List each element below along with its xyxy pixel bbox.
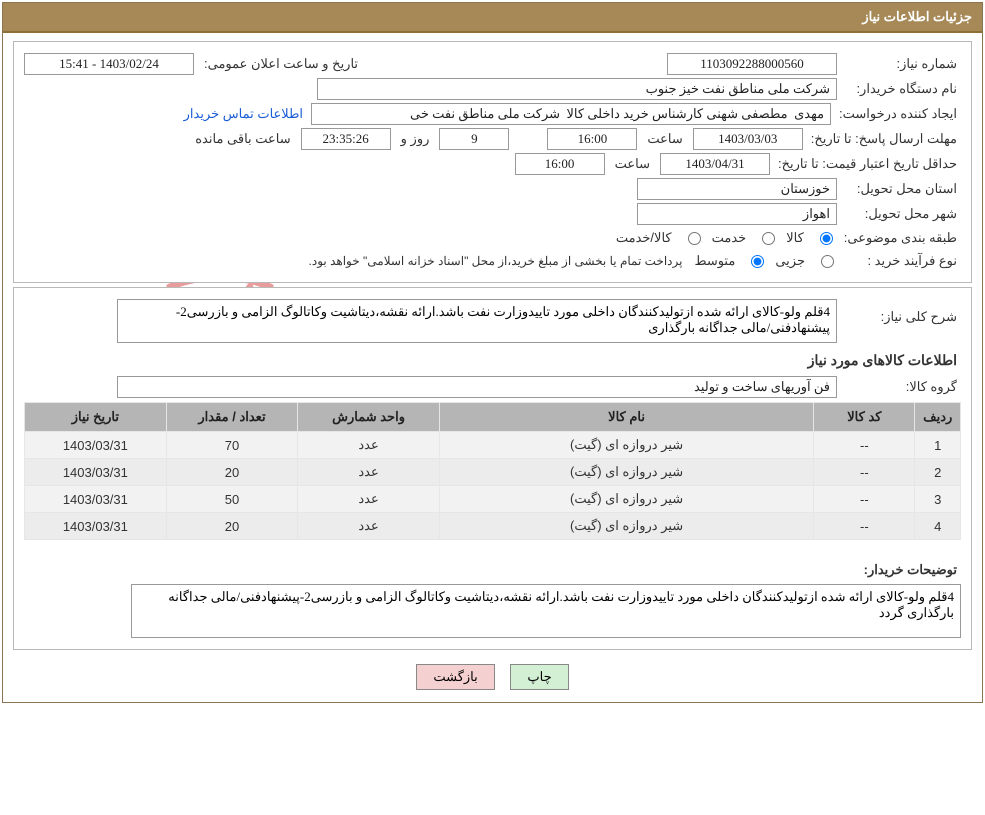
goods-table: ردیف کد کالا نام کالا واحد شمارش تعداد /…	[24, 402, 961, 540]
goods-panel: شرح کلی نیاز: اطلاعات کالاهای مورد نیاز …	[13, 287, 972, 650]
th-qty: تعداد / مقدار	[166, 403, 298, 432]
radio-partial[interactable]	[821, 255, 834, 268]
page-title: جزئیات اطلاعات نیاز	[862, 9, 972, 24]
radio-goods-service[interactable]	[688, 232, 701, 245]
radio-medium[interactable]	[751, 255, 764, 268]
deadline-time-field	[547, 128, 637, 150]
price-validity-date-field	[660, 153, 770, 175]
delivery-province-field	[637, 178, 837, 200]
deadline-label: مهلت ارسال پاسخ: تا تاریخ:	[807, 129, 961, 149]
table-row: 1--شیر دروازه ای (گیت)عدد701403/03/31	[25, 432, 961, 459]
cell-idx: 1	[915, 432, 961, 459]
cell-unit: عدد	[298, 432, 440, 459]
cell-qty: 50	[166, 486, 298, 513]
radio-service-label: خدمت	[708, 230, 757, 246]
cell-qty: 20	[166, 459, 298, 486]
general-desc-label: شرح کلی نیاز:	[841, 299, 961, 327]
table-row: 4--شیر دروازه ای (گیت)عدد201403/03/31	[25, 513, 961, 540]
cell-idx: 4	[915, 513, 961, 540]
cell-date: 1403/03/31	[25, 432, 167, 459]
table-row: 3--شیر دروازه ای (گیت)عدد501403/03/31	[25, 486, 961, 513]
radio-service[interactable]	[762, 232, 775, 245]
back-button[interactable]: بازگشت	[416, 664, 494, 690]
delivery-city-field	[637, 203, 837, 225]
purchase-note: پرداخت تمام یا بخشی از مبلغ خرید،از محل …	[305, 254, 687, 268]
cell-qty: 70	[166, 432, 298, 459]
radio-partial-label: جزیی	[771, 253, 815, 269]
purchase-process-label: نوع فرآیند خرید :	[841, 251, 961, 271]
main-container: جزئیات اطلاعات نیاز شماره نیاز: تاریخ و …	[2, 2, 983, 703]
cell-date: 1403/03/31	[25, 486, 167, 513]
time-label-2: ساعت	[609, 154, 656, 174]
cell-code: --	[814, 459, 915, 486]
th-unit: واحد شمارش	[298, 403, 440, 432]
cell-name: شیر دروازه ای (گیت)	[439, 513, 813, 540]
cell-name: شیر دروازه ای (گیت)	[439, 486, 813, 513]
price-validity-time-field	[515, 153, 605, 175]
button-row: چاپ بازگشت	[3, 654, 982, 694]
th-date: تاریخ نیاز	[25, 403, 167, 432]
time-label-1: ساعت	[641, 129, 688, 149]
buyer-contact-link[interactable]: اطلاعات تماس خریدار	[180, 106, 307, 122]
goods-group-field	[117, 376, 837, 398]
requester-field	[311, 103, 831, 125]
cell-name: شیر دروازه ای (گیت)	[439, 459, 813, 486]
price-validity-label: حداقل تاریخ اعتبار قیمت: تا تاریخ:	[774, 154, 961, 174]
pub-datetime-field	[24, 53, 194, 75]
table-row: 2--شیر دروازه ای (گیت)عدد201403/03/31	[25, 459, 961, 486]
goods-info-title: اطلاعات کالاهای مورد نیاز	[24, 346, 961, 373]
radio-goods-label: کالا	[782, 230, 814, 246]
th-name: نام کالا	[439, 403, 813, 432]
deadline-date-field	[693, 128, 803, 150]
countdown-field	[301, 128, 391, 150]
pub-datetime-label: تاریخ و ساعت اعلان عمومی:	[198, 54, 364, 74]
days-and-label: روز و	[395, 129, 436, 149]
purchase-process-radios: جزیی متوسط	[690, 253, 837, 269]
cell-name: شیر دروازه ای (گیت)	[439, 432, 813, 459]
cell-date: 1403/03/31	[25, 459, 167, 486]
radio-goods-service-label: کالا/خدمت	[612, 230, 682, 246]
general-desc-field	[117, 299, 837, 343]
goods-group-label: گروه کالا:	[841, 377, 961, 397]
cell-qty: 20	[166, 513, 298, 540]
cell-code: --	[814, 432, 915, 459]
delivery-province-label: استان محل تحویل:	[841, 179, 961, 199]
cell-code: --	[814, 513, 915, 540]
radio-medium-label: متوسط	[690, 253, 745, 269]
cell-unit: عدد	[298, 513, 440, 540]
need-no-label: شماره نیاز:	[841, 54, 961, 74]
cell-code: --	[814, 486, 915, 513]
radio-goods[interactable]	[820, 232, 833, 245]
buyer-notes-label: توضیحات خریدار:	[841, 548, 961, 580]
need-no-field	[667, 53, 837, 75]
buyer-org-field	[317, 78, 837, 100]
delivery-city-label: شهر محل تحویل:	[841, 204, 961, 224]
th-idx: ردیف	[915, 403, 961, 432]
print-button[interactable]: چاپ	[510, 664, 568, 690]
days-remaining-field	[439, 128, 509, 150]
cell-date: 1403/03/31	[25, 513, 167, 540]
buyer-org-label: نام دستگاه خریدار:	[841, 79, 961, 99]
need-info-panel: شماره نیاز: تاریخ و ساعت اعلان عمومی: نا…	[13, 41, 972, 283]
subject-class-radios: کالا خدمت کالا/خدمت	[612, 230, 836, 246]
buyer-notes-field	[131, 584, 961, 638]
cell-idx: 3	[915, 486, 961, 513]
cell-unit: عدد	[298, 486, 440, 513]
cell-unit: عدد	[298, 459, 440, 486]
requester-label: ایجاد کننده درخواست:	[835, 104, 961, 124]
cell-idx: 2	[915, 459, 961, 486]
subject-class-label: طبقه بندی موضوعی:	[840, 228, 961, 248]
th-code: کد کالا	[814, 403, 915, 432]
hours-remaining-label: ساعت باقی مانده	[189, 129, 296, 149]
page-title-bar: جزئیات اطلاعات نیاز	[3, 3, 982, 33]
